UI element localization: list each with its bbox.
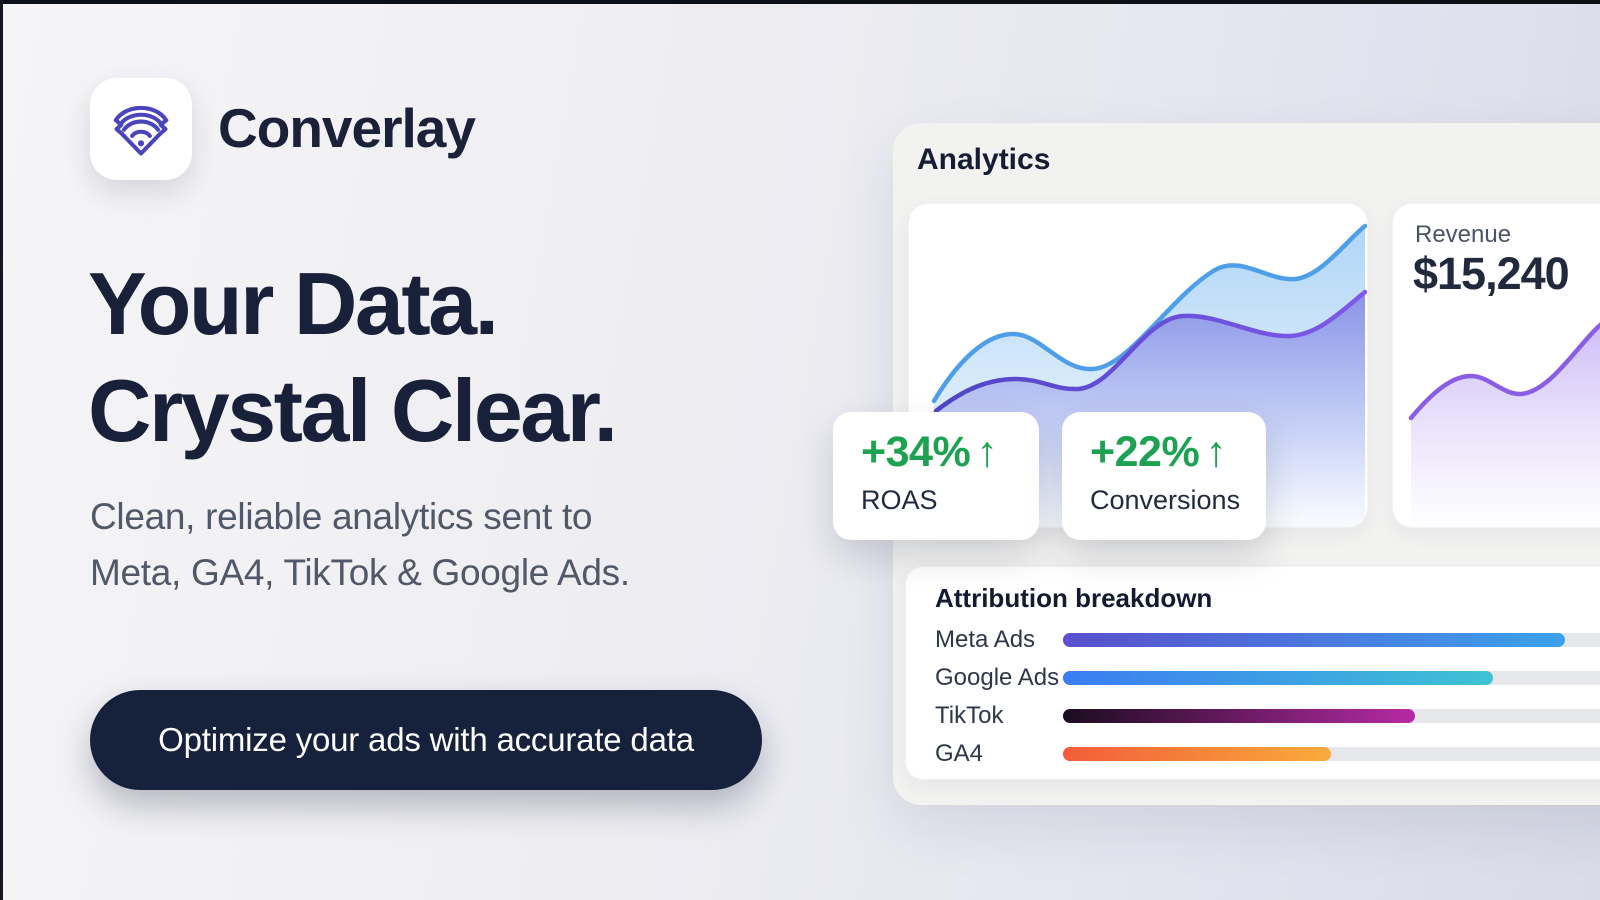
attribution-bar-meta bbox=[1063, 633, 1566, 647]
attribution-row-label: TikTok bbox=[935, 702, 1004, 729]
subtitle-line2: Meta, GA4, TikTok & Google Ads. bbox=[90, 552, 630, 593]
subtitle: Clean, reliable analytics sent to Meta, … bbox=[90, 489, 630, 601]
revenue-card: Revenue $15,240 bbox=[1392, 203, 1600, 528]
subtitle-line1: Clean, reliable analytics sent to bbox=[90, 496, 593, 537]
stat-badge-conversions: +22% ↑ Conversions bbox=[1062, 412, 1266, 540]
attribution-row: Meta Ads bbox=[935, 626, 1600, 653]
stat-badge-roas: +34% ↑ ROAS bbox=[833, 412, 1039, 540]
headline-line2: Crystal Clear. bbox=[88, 361, 618, 460]
app-logo bbox=[90, 78, 192, 180]
attribution-bar-google bbox=[1063, 671, 1493, 685]
stat-value: +22% ↑ bbox=[1090, 428, 1266, 477]
analytics-panel-title: Analytics bbox=[917, 143, 1051, 176]
revenue-sparkline-chart bbox=[1408, 322, 1600, 527]
frame-edge-top bbox=[0, 0, 1600, 4]
attribution-row: GA4 bbox=[935, 740, 1600, 767]
headline-line1: Your Data. bbox=[88, 254, 499, 353]
attribution-bar-ga4 bbox=[1063, 747, 1331, 761]
cta-label: Optimize your ads with accurate data bbox=[158, 721, 694, 758]
stat-percent: +34% bbox=[861, 428, 971, 476]
wifi-diamond-icon bbox=[107, 93, 175, 166]
attribution-bar-track bbox=[1063, 671, 1600, 685]
brand-name: Converlay bbox=[218, 97, 476, 159]
revenue-value: $15,240 bbox=[1413, 248, 1570, 299]
attribution-row-label: Meta Ads bbox=[935, 626, 1036, 653]
headline: Your Data. Crystal Clear. bbox=[88, 250, 618, 464]
stat-percent: +22% bbox=[1090, 428, 1200, 476]
attribution-title: Attribution breakdown bbox=[935, 583, 1213, 613]
attribution-bar-tiktok bbox=[1063, 709, 1415, 723]
attribution-row: Google Ads bbox=[935, 664, 1600, 691]
attribution-bar-track bbox=[1063, 633, 1600, 647]
attribution-bar-track bbox=[1063, 747, 1600, 761]
arrow-up-icon: ↑ bbox=[1205, 428, 1227, 476]
attribution-row-label: GA4 bbox=[935, 740, 984, 767]
stat-value: +34% ↑ bbox=[861, 428, 1039, 477]
attribution-row-label: Google Ads bbox=[935, 664, 1060, 691]
cta-button[interactable]: Optimize your ads with accurate data bbox=[90, 690, 762, 790]
stat-label: ROAS bbox=[861, 485, 938, 515]
revenue-label: Revenue bbox=[1415, 221, 1512, 248]
attribution-row: TikTok bbox=[935, 702, 1600, 729]
arrow-up-icon: ↑ bbox=[976, 428, 998, 476]
attribution-bar-track bbox=[1063, 709, 1600, 723]
frame-edge-left bbox=[0, 0, 3, 900]
attribution-card: Attribution breakdown Meta Ads Google Ad… bbox=[905, 566, 1600, 780]
stat-label: Conversions bbox=[1090, 485, 1241, 515]
